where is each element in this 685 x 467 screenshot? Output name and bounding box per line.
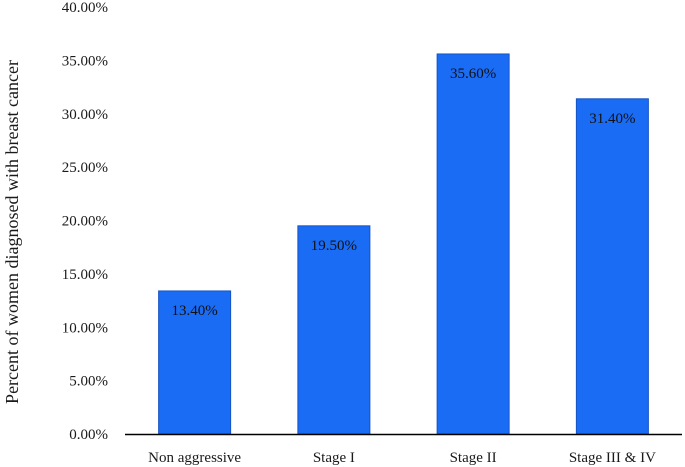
- y-tick-label: 35.00%: [62, 53, 108, 69]
- bars-group: [158, 53, 649, 435]
- bar: [158, 290, 232, 435]
- bar-data-label: 13.40%: [172, 303, 218, 319]
- x-category-label: Stage I: [313, 450, 355, 466]
- y-axis-title: Percent of women diagnosed with breast c…: [2, 60, 22, 404]
- y-tick-label: 30.00%: [62, 107, 108, 123]
- y-tick-label: 20.00%: [62, 214, 108, 230]
- bar-data-label: 31.40%: [589, 111, 635, 127]
- y-tick-label: 25.00%: [62, 160, 108, 176]
- x-category-label: Stage II: [450, 450, 497, 466]
- x-category-label: Stage III & IV: [569, 450, 656, 466]
- y-tick-label: 40.00%: [62, 0, 108, 16]
- bar-data-label: 19.50%: [311, 238, 357, 254]
- data-labels-group: 13.40% 19.50% 35.60% 31.40%: [172, 66, 636, 319]
- x-axis-category-labels: Non aggressive Stage I Stage II Stage III &…: [148, 450, 656, 466]
- y-tick-label: 10.00%: [62, 320, 108, 336]
- y-tick-label: 0.00%: [69, 427, 108, 443]
- bar: [297, 225, 371, 435]
- y-axis-ticks: 0.00% 5.00% 10.00% 15.00% 20.00% 25.00% 30.00%…: [62, 0, 108, 443]
- bar: [575, 98, 649, 435]
- y-tick-label: 15.00%: [62, 267, 108, 283]
- x-category-label: Non aggressive: [148, 450, 241, 466]
- bar: [436, 53, 510, 435]
- y-tick-label: 5.00%: [69, 374, 108, 390]
- bar-data-label: 35.60%: [450, 66, 496, 82]
